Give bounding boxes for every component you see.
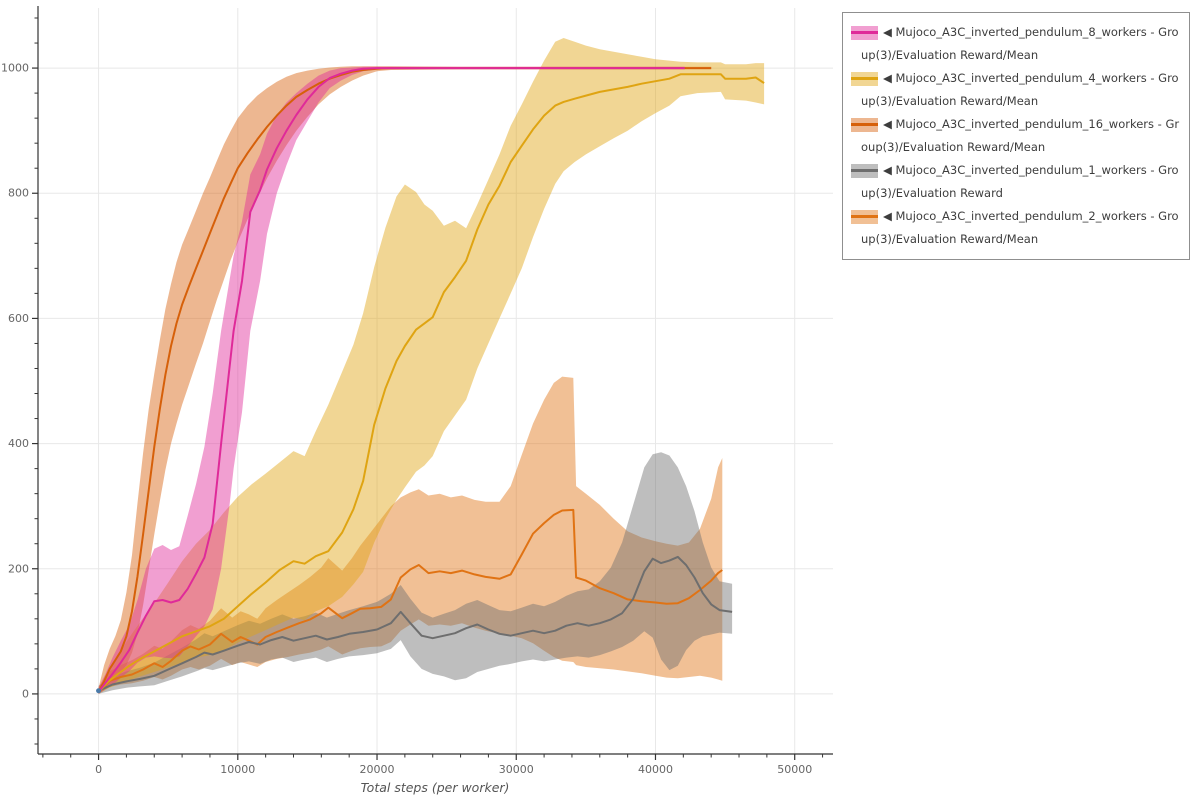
x-tick-label: 30000 — [499, 763, 534, 776]
series-line-8_workers — [97, 67, 685, 693]
series-band-2_workers — [98, 376, 723, 694]
series-line-2_workers — [97, 508, 723, 693]
series-line-1_workers — [98, 555, 733, 692]
x-tick-label: 20000 — [360, 763, 395, 776]
y-tick-label: 400 — [8, 437, 29, 450]
series-line-16_workers — [97, 67, 712, 693]
legend-swatch-icon — [851, 163, 878, 178]
legend-swatch-line-icon — [851, 169, 878, 172]
x-tick-label: 50000 — [777, 763, 812, 776]
legend-item-label: ◀ Mujoco_A3C_inverted_pendulum_4_workers… — [861, 71, 1179, 108]
legend-swatch-line-icon — [851, 123, 878, 126]
legend-item-8_workers: ◀ Mujoco_A3C_inverted_pendulum_8_workers… — [851, 21, 1181, 67]
x-tick-label: 10000 — [220, 763, 255, 776]
legend-swatch-icon — [851, 25, 878, 40]
x-tick-label: 40000 — [638, 763, 673, 776]
series-band-1_workers — [98, 452, 733, 694]
origin-marker — [96, 688, 102, 694]
legend: ◀ Mujoco_A3C_inverted_pendulum_8_workers… — [842, 12, 1190, 260]
legend-item-1_workers: ◀ Mujoco_A3C_inverted_pendulum_1_workers… — [851, 159, 1181, 205]
series-band-8_workers — [98, 66, 685, 694]
y-tick-label: 0 — [22, 687, 29, 700]
legend-swatch-icon — [851, 117, 878, 132]
legend-item-label: ◀ Mujoco_A3C_inverted_pendulum_16_worker… — [861, 117, 1180, 154]
series-line-4_workers — [97, 73, 765, 693]
legend-swatch-line-icon — [851, 215, 878, 218]
legend-swatch-icon — [851, 209, 878, 224]
legend-item-4_workers: ◀ Mujoco_A3C_inverted_pendulum_4_workers… — [851, 67, 1181, 113]
y-tick-label: 1000 — [1, 62, 29, 75]
y-tick-label: 600 — [8, 312, 29, 325]
y-tick-label: 800 — [8, 187, 29, 200]
legend-item-label: ◀ Mujoco_A3C_inverted_pendulum_1_workers… — [861, 163, 1179, 200]
x-axis-label: Total steps (per worker) — [360, 780, 510, 795]
x-tick-label: 0 — [95, 763, 102, 776]
legend-swatch-line-icon — [851, 77, 878, 80]
legend-item-16_workers: ◀ Mujoco_A3C_inverted_pendulum_16_worker… — [851, 113, 1181, 159]
legend-item-label: ◀ Mujoco_A3C_inverted_pendulum_8_workers… — [861, 25, 1179, 62]
series-band-4_workers — [98, 38, 765, 694]
y-tick-label: 200 — [8, 562, 29, 575]
legend-swatch-icon — [851, 71, 878, 86]
legend-item-2_workers: ◀ Mujoco_A3C_inverted_pendulum_2_workers… — [851, 205, 1181, 251]
legend-item-label: ◀ Mujoco_A3C_inverted_pendulum_2_workers… — [861, 209, 1179, 246]
legend-swatch-line-icon — [851, 31, 878, 34]
